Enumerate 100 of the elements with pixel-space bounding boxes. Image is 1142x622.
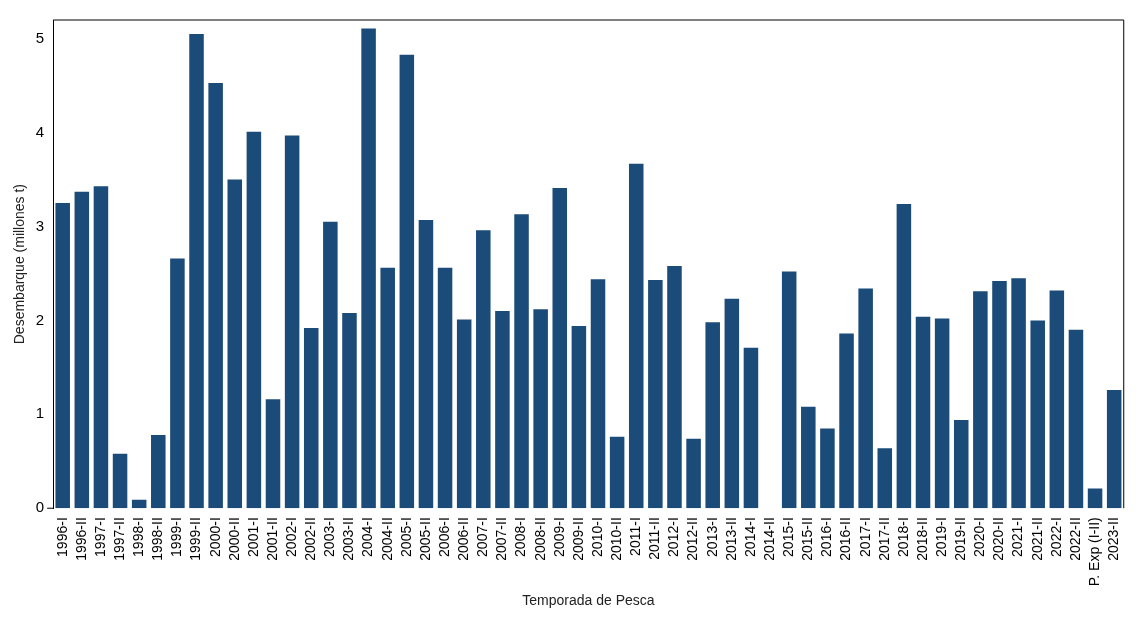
x-tick-label: 2008-I bbox=[512, 517, 529, 557]
x-tick-label: 2020-I bbox=[971, 517, 988, 557]
bar bbox=[93, 186, 109, 509]
x-tick-label: 2012-I bbox=[665, 517, 682, 557]
bar bbox=[571, 326, 587, 509]
x-tick-label: 2010-II bbox=[607, 517, 624, 561]
bar bbox=[265, 399, 281, 509]
x-tick-label: 2011-II bbox=[646, 517, 663, 560]
y-tick-label: 2 bbox=[35, 310, 45, 328]
bar bbox=[973, 291, 988, 509]
x-tick-label: 1997-I bbox=[91, 517, 108, 557]
x-tick-label: 1999-I bbox=[168, 517, 185, 557]
bar bbox=[151, 434, 166, 509]
y-axis-title: Desembarque (millones t) bbox=[11, 183, 28, 345]
x-tick-label: 2017-II bbox=[875, 517, 892, 561]
bar bbox=[743, 347, 759, 509]
x-tick-label: 2005-I bbox=[397, 517, 414, 557]
bar bbox=[1030, 320, 1045, 509]
bar bbox=[686, 438, 701, 509]
x-tick-label: 2016-II bbox=[837, 517, 854, 561]
x-tick-label: 1999-II bbox=[187, 517, 204, 561]
y-tick-label: 5 bbox=[35, 28, 45, 46]
bar bbox=[112, 453, 128, 509]
x-tick-label: 2004-I bbox=[359, 517, 376, 557]
y-tick-label: 3 bbox=[35, 216, 45, 234]
y-tick-label: 4 bbox=[35, 122, 45, 140]
x-tick-label: 2009-II bbox=[569, 517, 586, 561]
bar bbox=[896, 204, 912, 509]
x-tick-label: 2011-I bbox=[627, 517, 644, 556]
bar bbox=[858, 288, 873, 509]
x-tick-label: 1997-II bbox=[110, 517, 127, 561]
bar bbox=[246, 131, 262, 509]
bar bbox=[724, 298, 740, 509]
x-tick-label: 2005-II bbox=[416, 517, 433, 561]
x-tick-label: 2010-I bbox=[588, 517, 605, 557]
bar bbox=[533, 309, 548, 509]
x-tick-label: 2018-II bbox=[913, 517, 930, 561]
x-tick-label: 2021-II bbox=[1028, 517, 1045, 561]
bar bbox=[609, 436, 625, 509]
x-tick-label: 1998-II bbox=[149, 517, 166, 561]
bar bbox=[227, 179, 243, 509]
bar bbox=[514, 214, 529, 509]
x-tick-label: 2002-I bbox=[282, 517, 299, 557]
x-tick-label: 2002-II bbox=[302, 517, 319, 561]
y-tick-label: 0 bbox=[35, 498, 45, 516]
x-tick-label: 2014-II bbox=[760, 517, 777, 561]
x-tick-label: 2019-I bbox=[932, 517, 949, 557]
x-tick-label: 2007-I bbox=[474, 517, 491, 557]
bar bbox=[380, 267, 395, 509]
x-tick-label: 2013-II bbox=[722, 517, 739, 561]
bar bbox=[170, 258, 185, 509]
bar bbox=[1011, 278, 1026, 509]
bar bbox=[74, 191, 90, 509]
x-tick-label: 2003-I bbox=[321, 517, 338, 557]
x-tick-label: 2013-I bbox=[703, 517, 720, 557]
bar bbox=[323, 221, 338, 509]
x-tick-label: 1998-I bbox=[130, 517, 147, 557]
bar bbox=[303, 327, 319, 509]
bar bbox=[361, 28, 376, 509]
bar bbox=[1049, 290, 1065, 509]
bar bbox=[820, 428, 835, 509]
bar bbox=[1087, 488, 1103, 509]
bar bbox=[456, 319, 472, 509]
bar bbox=[55, 203, 70, 509]
bar bbox=[418, 219, 434, 509]
x-tick-label: 2006-I bbox=[435, 517, 452, 557]
x-tick-label: P. Exp (I-II) bbox=[1085, 517, 1102, 587]
bar bbox=[877, 448, 893, 509]
x-tick-label: 2016-I bbox=[818, 517, 835, 557]
y-tick-label: 1 bbox=[35, 404, 45, 422]
x-tick-label: 2018-I bbox=[894, 517, 911, 557]
x-tick-label: 2014-I bbox=[741, 517, 758, 557]
x-tick-label: 2020-II bbox=[990, 517, 1007, 561]
bar bbox=[189, 34, 204, 509]
x-tick-label: 2008-II bbox=[531, 517, 548, 561]
bar bbox=[131, 499, 147, 509]
bar bbox=[342, 312, 357, 509]
x-tick-label: 2007-II bbox=[493, 517, 510, 561]
bar bbox=[590, 279, 606, 509]
bar bbox=[476, 230, 491, 509]
x-tick-label: 2015-II bbox=[799, 517, 816, 561]
x-tick-label: 2023-II bbox=[1105, 517, 1122, 561]
x-tick-label: 2017-I bbox=[856, 517, 873, 557]
x-tick-label: 2001-I bbox=[244, 517, 261, 557]
x-tick-label: 2004-II bbox=[378, 517, 395, 561]
bar bbox=[399, 54, 415, 509]
bar bbox=[801, 406, 816, 509]
bar bbox=[667, 265, 682, 509]
bar bbox=[648, 280, 663, 509]
bar bbox=[1106, 389, 1122, 509]
bar bbox=[781, 271, 797, 509]
x-tick-label: 2001-II bbox=[263, 517, 280, 561]
x-tick-label: 2022-II bbox=[1066, 517, 1083, 561]
bar bbox=[934, 318, 950, 509]
bar bbox=[1068, 329, 1084, 509]
x-tick-label: 1996-I bbox=[53, 517, 70, 557]
x-tick-label: 2012-II bbox=[684, 517, 701, 561]
bar bbox=[953, 419, 969, 509]
bar bbox=[628, 163, 644, 509]
bar bbox=[495, 311, 510, 509]
